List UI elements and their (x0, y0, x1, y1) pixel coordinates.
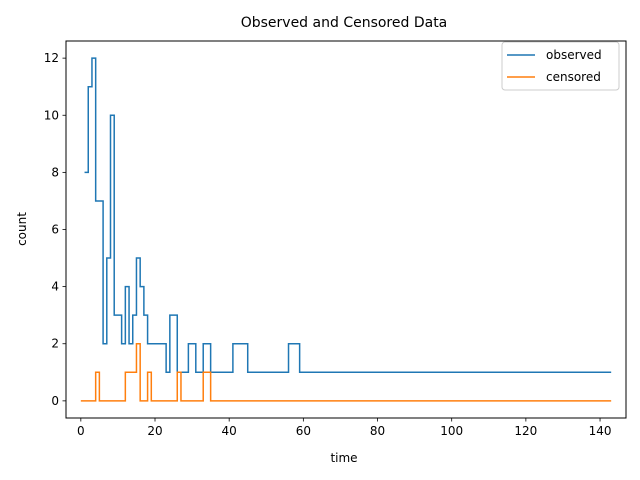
x-axis-label: time (330, 451, 357, 465)
x-tick-label: 140 (589, 424, 612, 438)
y-tick-label: 0 (51, 394, 59, 408)
legend-frame (501, 41, 620, 91)
x-axis: 0 20 40 60 80 100 120 140 (77, 418, 611, 438)
x-tick-label: 120 (514, 424, 537, 438)
legend-label-censored: censored (546, 70, 601, 84)
y-tick-label: 12 (44, 51, 59, 65)
x-tick-label: 40 (222, 424, 237, 438)
y-tick-label: 10 (44, 108, 59, 122)
x-tick-label: 20 (147, 424, 162, 438)
legend: observed censored (501, 41, 620, 91)
plot-area: 0 20 40 60 80 100 120 140 0 2 4 6 8 10 12 (44, 40, 627, 438)
x-tick-label: 80 (370, 424, 385, 438)
y-tick-label: 2 (51, 337, 59, 351)
y-tick-label: 6 (51, 223, 59, 237)
y-tick-label: 8 (51, 165, 59, 179)
y-axis: 0 2 4 6 8 10 12 (44, 51, 66, 408)
x-tick-label: 60 (296, 424, 311, 438)
series-line-censored (80, 342, 612, 402)
y-tick-label: 4 (51, 280, 59, 294)
y-axis-label: count (15, 212, 29, 246)
legend-label-observed: observed (546, 48, 602, 62)
chart-title: Observed and Censored Data (241, 15, 448, 31)
series-layer (80, 57, 612, 402)
x-tick-label: 100 (440, 424, 463, 438)
x-tick-label: 0 (77, 424, 85, 438)
